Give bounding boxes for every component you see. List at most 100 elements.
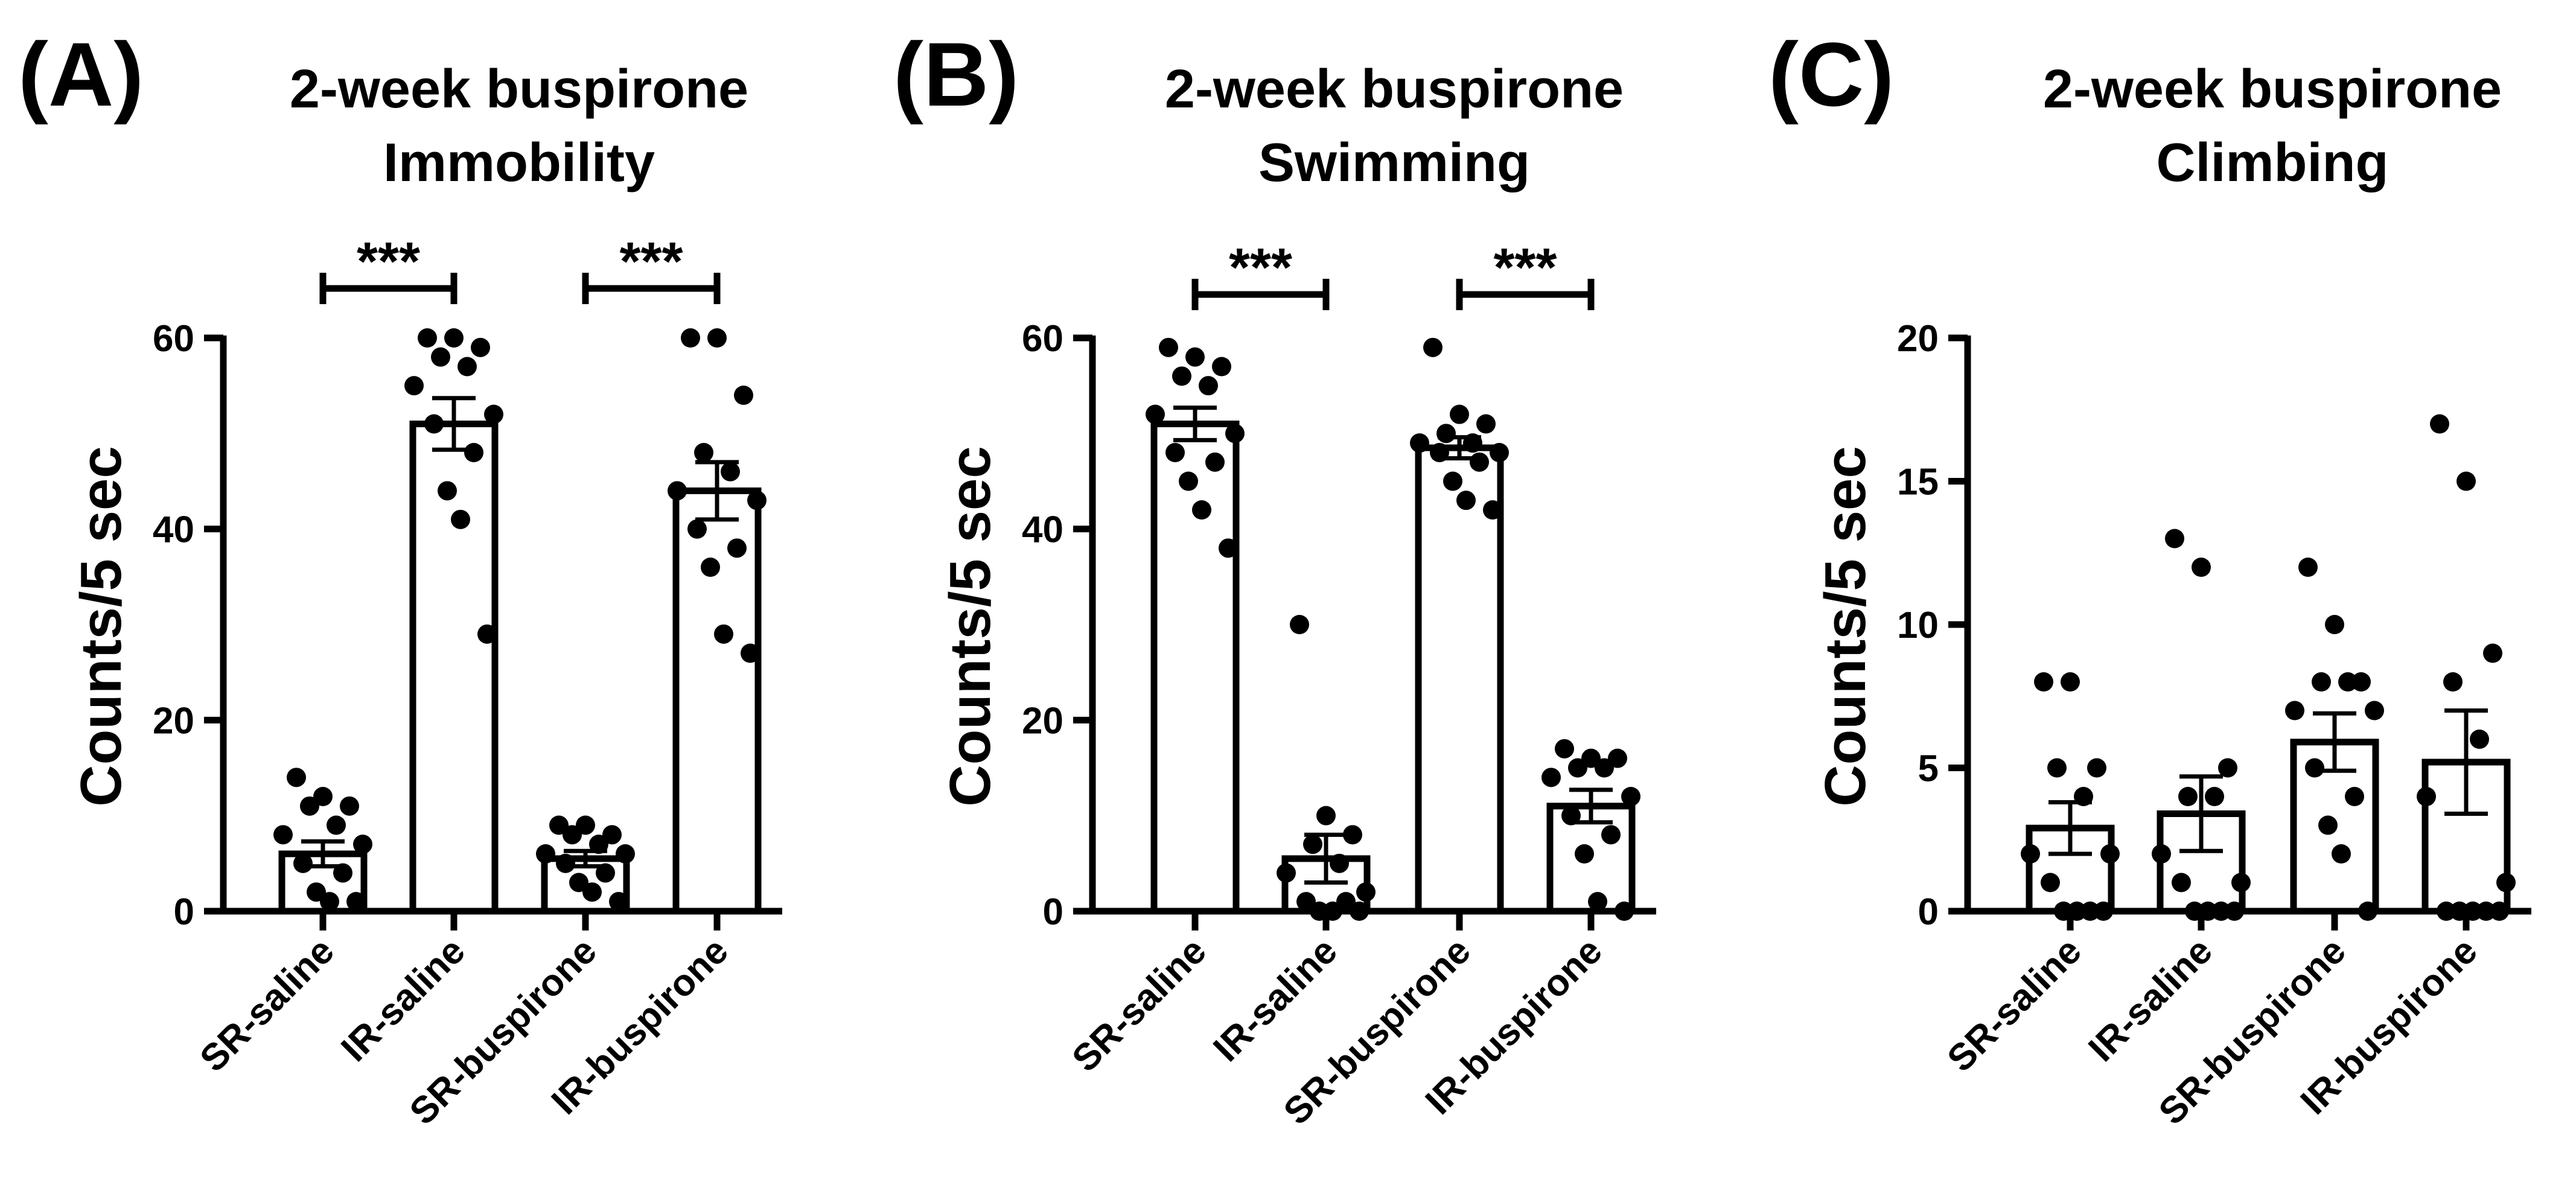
panel-c-y-tick-label: 10 xyxy=(1897,605,1939,646)
panel-a-point-ir-buspirone xyxy=(714,624,733,644)
panel-a-point-ir-saline xyxy=(471,337,490,357)
panel-c-point-sr-buspirone xyxy=(2298,558,2318,577)
panel-a-point-sr-saline xyxy=(346,892,366,912)
panel-c-point-sr-buspirone xyxy=(2325,615,2344,634)
panel-b-point-ir-saline xyxy=(1336,892,1356,912)
panel-b-significance-stars: *** xyxy=(1229,238,1292,298)
panel-a-point-sr-saline xyxy=(327,815,346,835)
panel-a-point-sr-saline xyxy=(340,796,359,816)
panel-b-point-ir-saline xyxy=(1296,892,1316,912)
panel-c-point-sr-buspirone xyxy=(2345,787,2364,806)
panel-b-letter: (B) xyxy=(893,24,1019,125)
panel-a-point-sr-buspirone xyxy=(576,815,595,835)
panel-c-x-tick-label-sr-saline: SR-saline xyxy=(1939,930,2090,1080)
panel-b-point-sr-saline xyxy=(1199,376,1218,396)
panel-a-point-sr-buspirone xyxy=(549,815,569,835)
panel-b-point-ir-saline xyxy=(1330,853,1349,873)
panel-c-title-line1: 2-week buspirone xyxy=(2043,59,2502,119)
panel-c-point-sr-saline xyxy=(2021,844,2040,864)
panel-b-significance-bracket: *** xyxy=(1191,238,1330,310)
panel-c-point-ir-saline xyxy=(2172,873,2191,892)
panel-a-point-ir-buspirone xyxy=(668,481,687,501)
panel-a-point-ir-buspirone xyxy=(694,443,713,462)
panel-c-point-sr-saline xyxy=(2034,672,2053,692)
panel-c-point-sr-buspirone xyxy=(2318,815,2338,835)
panel-c-point-ir-buspirone xyxy=(2430,414,2449,434)
panel-a-y-tick-label: 60 xyxy=(153,318,194,360)
panel-a-point-ir-saline xyxy=(457,357,477,377)
panel-b-point-ir-buspirone xyxy=(1575,844,1594,864)
panel-a-point-ir-saline xyxy=(444,328,464,348)
panel-b-point-sr-buspirone xyxy=(1463,433,1482,453)
panel-c-point-sr-saline xyxy=(2047,758,2067,778)
panel-a-point-ir-saline xyxy=(404,376,424,396)
panel-b-error-bar-sr-saline xyxy=(1173,406,1217,442)
panel-b-point-ir-buspirone xyxy=(1588,892,1607,912)
panel-a-plot: 0204060SR-salineIR-salineSR-buspironeIR-… xyxy=(153,232,782,1133)
panel-a-point-ir-saline xyxy=(418,328,437,348)
panel-a-point-ir-buspirone xyxy=(681,328,700,348)
panel-b-y-axis-label: Counts/5 sec xyxy=(938,446,1003,807)
panel-b-point-ir-buspirone xyxy=(1561,806,1581,825)
panel-c-point-ir-saline xyxy=(2218,758,2237,778)
panel-b-point-sr-saline xyxy=(1219,538,1238,558)
panel-b-significance-bracket: *** xyxy=(1456,238,1595,310)
panel-a-point-sr-saline xyxy=(307,882,326,902)
panel-a-point-sr-buspirone xyxy=(596,863,615,883)
panel-b-title-line1: 2-week buspirone xyxy=(1165,59,1624,119)
panel-c-point-ir-buspirone xyxy=(2417,787,2436,806)
panel-b-point-ir-saline xyxy=(1316,806,1336,825)
panel-a-significance-bracket: *** xyxy=(582,232,721,304)
panel-b-point-sr-buspirone xyxy=(1470,452,1489,472)
panel-b-point-sr-buspirone xyxy=(1483,500,1502,520)
panel-a-significance-stars: *** xyxy=(619,232,683,292)
panel-a: (A) 2-week buspirone Immobility Counts/5… xyxy=(18,24,782,1133)
panel-b-point-ir-saline xyxy=(1343,825,1362,845)
panel-c-title-line2: Climbing xyxy=(2157,133,2389,193)
panel-a-point-ir-buspirone xyxy=(727,538,747,558)
panel-a-point-sr-buspirone xyxy=(536,844,555,864)
panel-a-point-ir-buspirone xyxy=(721,462,740,482)
panel-a-point-ir-buspirone xyxy=(734,386,753,405)
panel-b-y-tick-label: 40 xyxy=(1022,509,1063,551)
panel-b-point-ir-saline xyxy=(1290,615,1309,634)
panel-a-point-sr-buspirone xyxy=(602,825,622,845)
panel-b-point-ir-buspirone xyxy=(1568,758,1587,778)
panel-c-y-tick-label: 0 xyxy=(1918,891,1939,933)
panel-c-point-ir-saline xyxy=(2165,529,2184,549)
panel-b-point-ir-buspirone xyxy=(1601,825,1621,845)
panel-a-point-ir-saline xyxy=(477,624,497,644)
panel-c-y-tick-label: 5 xyxy=(1918,748,1939,790)
panel-b-point-sr-saline xyxy=(1205,452,1225,472)
panel-c-point-ir-saline xyxy=(2231,873,2251,892)
panel-c-point-ir-saline xyxy=(2152,844,2171,864)
panel-b-title-line2: Swimming xyxy=(1258,133,1530,193)
panel-c-point-sr-buspirone xyxy=(2351,672,2371,692)
panel-b-point-ir-buspirone xyxy=(1555,739,1574,759)
panel-c-point-ir-buspirone xyxy=(2496,873,2516,892)
panel-a-point-sr-buspirone xyxy=(582,882,602,902)
panel-b-point-sr-saline xyxy=(1165,443,1185,462)
panel-a-point-sr-saline xyxy=(287,768,306,787)
panel-b-point-ir-buspirone xyxy=(1581,748,1601,768)
panel-a-point-sr-saline xyxy=(333,863,352,883)
panel-b-y-tick-label: 0 xyxy=(1043,891,1063,933)
panel-a-point-sr-saline xyxy=(313,787,333,806)
panel-c-x-tick-label-ir-saline: IR-saline xyxy=(2080,930,2221,1070)
panel-a-point-ir-buspirone xyxy=(707,328,727,348)
panel-a-point-sr-buspirone xyxy=(569,873,588,892)
panel-b-point-sr-buspirone xyxy=(1450,404,1469,424)
panel-a-x-tick-label-sr-saline: SR-saline xyxy=(192,930,342,1080)
panel-b-y-tick-label: 20 xyxy=(1022,700,1063,742)
panel-b-point-sr-saline xyxy=(1179,471,1198,491)
panel-c-plot: 05101520SR-salineIR-salineSR-buspironeIR… xyxy=(1897,318,2531,1133)
panel-b-point-ir-saline xyxy=(1303,835,1322,854)
panel-b-point-ir-buspirone xyxy=(1608,748,1627,768)
panel-a-y-tick-label: 40 xyxy=(153,509,194,551)
panel-b-point-ir-saline xyxy=(1356,882,1376,902)
panel-b-x-tick-label-sr-saline: SR-saline xyxy=(1064,930,1214,1080)
panel-c-point-sr-buspirone xyxy=(2285,701,2304,720)
panel-c-point-sr-buspirone xyxy=(2365,701,2384,720)
panel-a-point-sr-saline xyxy=(300,796,319,816)
